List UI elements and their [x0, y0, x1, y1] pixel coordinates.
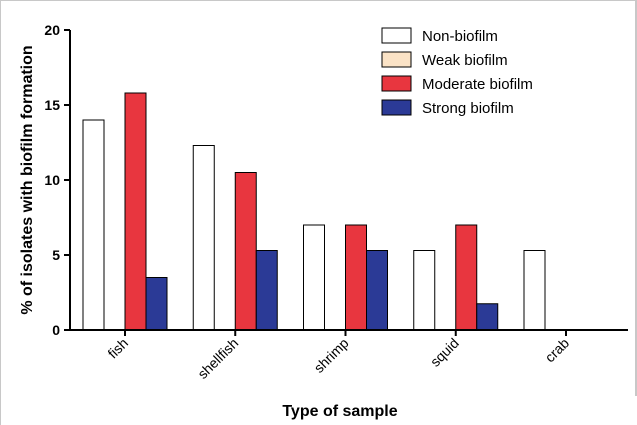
x-ticks-layer: fish shellfish shrimp squid crab — [104, 330, 572, 382]
bar-moderate-biofilm-fish — [124, 92, 147, 331]
legend-label: Non-biofilm — [422, 28, 498, 45]
y-axis-label: % of isolates with biofilm formation — [19, 45, 36, 314]
bar-non-biofilm-squid — [413, 250, 436, 331]
legend-label: Moderate biofilm — [422, 76, 533, 93]
legend-swatch — [381, 99, 412, 116]
legend-swatch — [381, 75, 412, 92]
legend: Non-biofilm Weak biofilm Moderate biofilm S… — [381, 27, 533, 117]
bar-non-biofilm-shrimp — [303, 224, 325, 331]
y-tick-label: 20 — [44, 22, 60, 38]
frame-right-border — [635, 0, 637, 396]
x-tick-label: squid — [427, 335, 462, 370]
x-tick-label: fish — [104, 335, 131, 362]
bar-strong-biofilm-shellfish — [255, 250, 278, 331]
frame-top-border — [0, 0, 637, 1]
y-ticks-layer: 0 5 10 15 20 — [44, 22, 70, 338]
bar-non-biofilm-fish — [82, 119, 105, 331]
bar-non-biofilm-crab — [523, 250, 546, 331]
bar-moderate-biofilm-shellfish — [234, 172, 257, 331]
bar-strong-biofilm-squid — [476, 303, 499, 331]
bar-strong-biofilm-shrimp — [366, 250, 388, 331]
legend-swatch — [381, 51, 412, 68]
legend-label: Strong biofilm — [422, 100, 514, 117]
legend-label: Weak biofilm — [422, 52, 508, 69]
x-axis-label: Type of sample — [282, 403, 397, 420]
legend-swatch — [381, 27, 412, 44]
y-tick-label: 5 — [52, 247, 60, 263]
y-tick-label: 0 — [52, 322, 60, 338]
bars-layer — [82, 92, 546, 331]
bar-strong-biofilm-fish — [145, 277, 168, 331]
bar-moderate-biofilm-shrimp — [345, 224, 367, 331]
bar-non-biofilm-shellfish — [192, 145, 215, 331]
y-tick-label: 15 — [44, 97, 60, 113]
x-tick-label: shrimp — [311, 335, 352, 376]
frame-left-border — [0, 0, 1, 425]
x-tick-label: shellfish — [194, 335, 241, 382]
x-tick-label: crab — [542, 335, 573, 366]
y-tick-label: 10 — [44, 172, 60, 188]
bar-moderate-biofilm-squid — [455, 224, 478, 331]
